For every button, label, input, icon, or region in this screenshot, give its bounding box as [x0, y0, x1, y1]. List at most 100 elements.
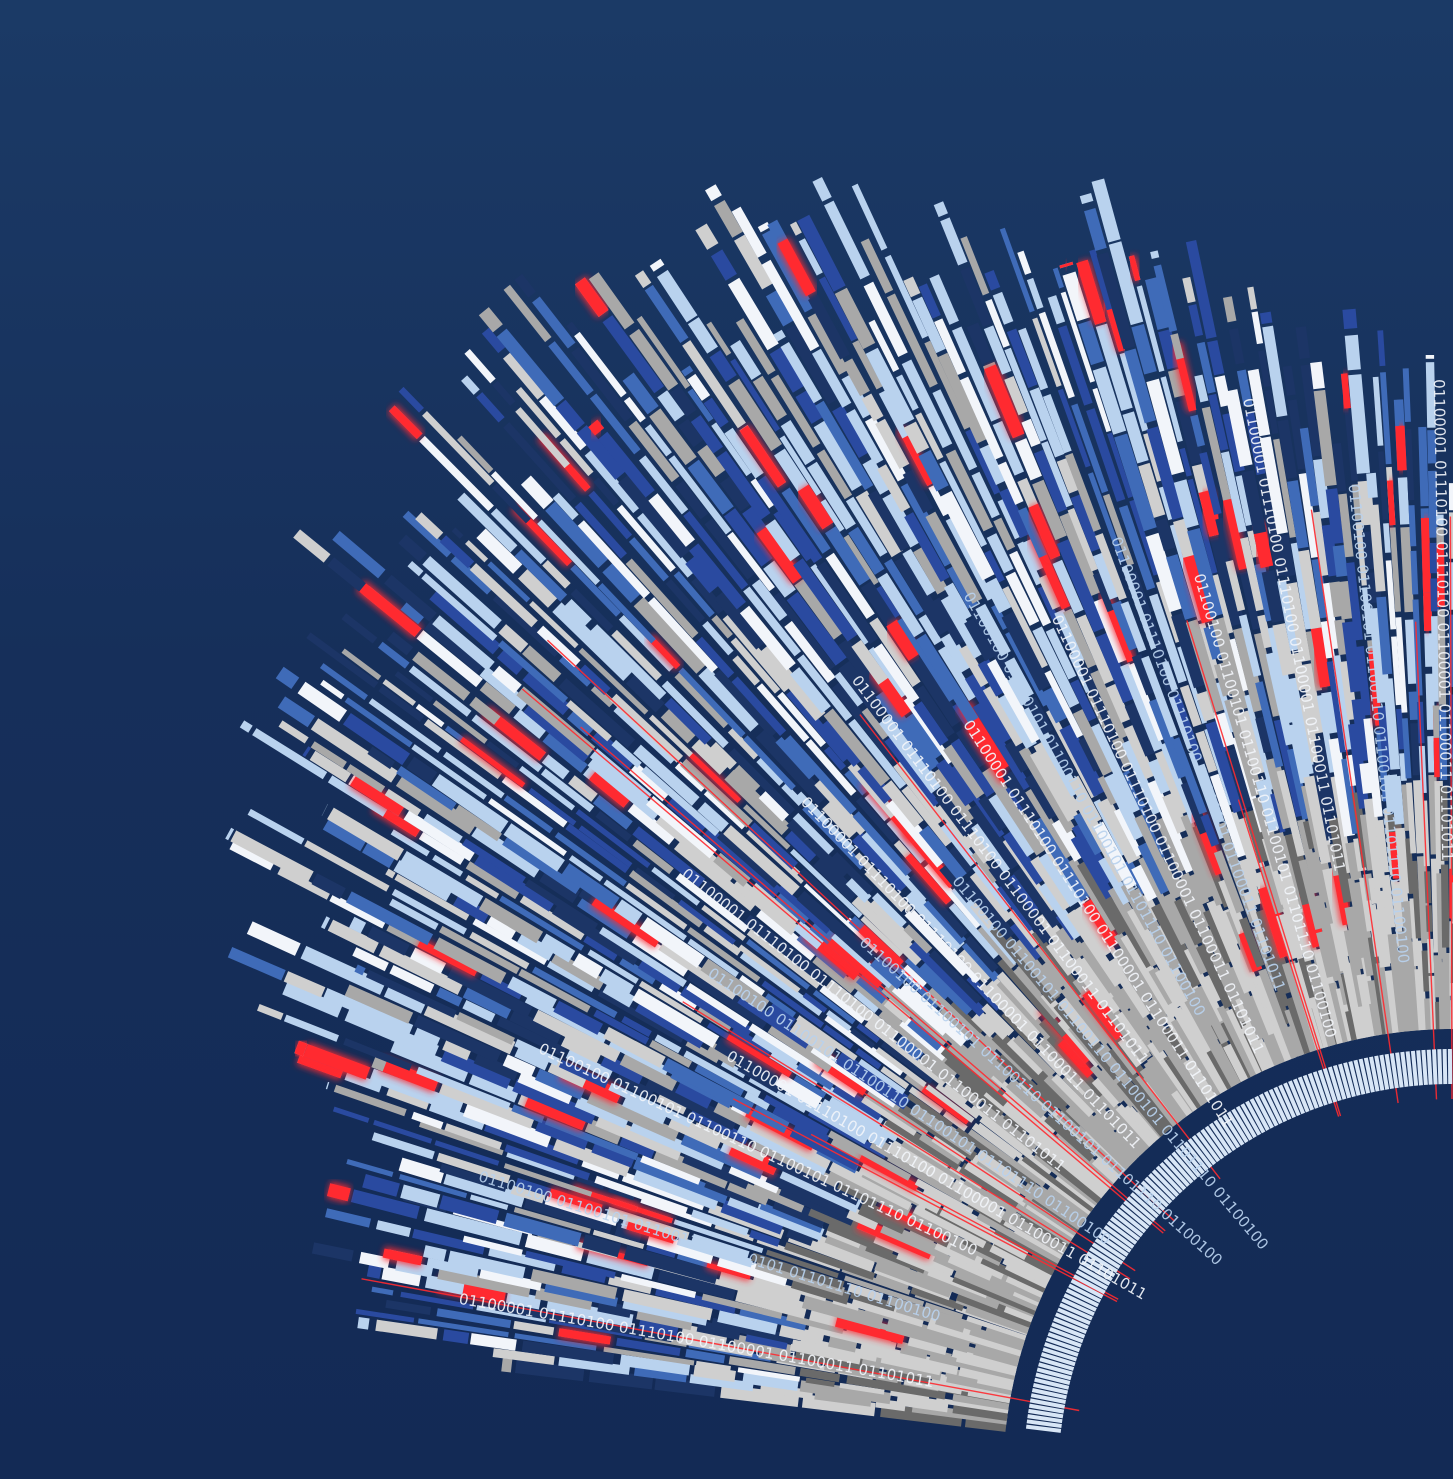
ring-tick	[1249, 1098, 1270, 1131]
bar-segment	[907, 1332, 949, 1356]
bar-segment	[1416, 940, 1428, 1031]
bar-segment	[885, 797, 948, 868]
bar-segment	[1038, 1032, 1113, 1112]
bar-segment	[1021, 418, 1041, 447]
bar-segment	[1265, 652, 1294, 746]
bar-segment	[1123, 724, 1156, 780]
bar-segment	[640, 1155, 701, 1185]
bar-segment	[1092, 572, 1115, 613]
bar-segment	[685, 1349, 726, 1364]
bar-segment	[395, 1259, 434, 1278]
bar-segment	[400, 1184, 441, 1208]
bar-segment	[1295, 326, 1310, 360]
bar-segment	[877, 572, 924, 638]
bar-segment	[757, 475, 823, 564]
bar-segment	[413, 1015, 502, 1063]
bar-segment	[867, 899, 915, 946]
bar-segment	[1275, 913, 1301, 961]
bar-segment	[831, 852, 874, 895]
bar-segment	[919, 1054, 984, 1108]
bar-segment	[935, 1316, 966, 1333]
bar-segment	[657, 1268, 737, 1301]
bar-segment	[851, 893, 925, 966]
red-segment	[1368, 650, 1383, 726]
bar-segment	[862, 1201, 950, 1248]
bar-segment	[825, 526, 871, 586]
bar-segment	[976, 1212, 1062, 1264]
bar-segment	[468, 1071, 520, 1103]
bar-segment	[756, 907, 818, 961]
bar-segment	[993, 517, 1016, 551]
red-streak	[1415, 621, 1438, 1100]
bar-segment	[1017, 1156, 1093, 1215]
bar-segment	[697, 444, 726, 478]
bar-segment	[982, 685, 1025, 747]
bar-segment	[711, 422, 752, 477]
bar-segment	[531, 966, 618, 1019]
bar-segment	[309, 750, 352, 783]
bar-segment	[818, 1098, 889, 1149]
bar-segment	[686, 983, 750, 1028]
bar-segment	[598, 968, 635, 998]
bar-segment	[1108, 899, 1155, 969]
bar-segment	[634, 867, 676, 900]
bar-segment	[574, 1096, 630, 1129]
bar-segment	[497, 640, 569, 704]
red-segment	[1181, 549, 1214, 624]
bar-segment	[786, 591, 847, 666]
bar-segment	[512, 1078, 597, 1125]
bar-segment	[793, 1075, 827, 1099]
bar-segment	[971, 1009, 999, 1038]
bar-segment	[1265, 955, 1290, 1008]
bar-segment	[960, 267, 993, 327]
bar-segment	[751, 1138, 839, 1188]
bar-segment	[1363, 798, 1387, 889]
bar-segment	[277, 696, 315, 728]
bar-segment	[863, 281, 908, 358]
ring-tick	[1038, 1362, 1073, 1376]
bar-segment	[412, 1228, 485, 1255]
bar-segment	[496, 648, 525, 675]
bar-segment	[775, 889, 813, 925]
bar-segment	[751, 1031, 801, 1068]
bar-segment	[1428, 470, 1438, 538]
bar-segment	[523, 1195, 614, 1234]
bar-segment	[282, 982, 343, 1018]
bar-segment	[1185, 619, 1225, 713]
red-segment	[460, 736, 526, 788]
bar-segment	[732, 1334, 793, 1358]
bar-segment	[622, 372, 659, 415]
bar-segment	[602, 563, 641, 603]
bar-segment	[390, 829, 430, 857]
bar-segment	[553, 1000, 604, 1035]
bar-segment	[887, 1140, 956, 1188]
bar-segment	[383, 984, 427, 1014]
bar-segment	[825, 552, 875, 620]
bar-segment	[492, 380, 516, 406]
bar-segment	[702, 826, 782, 898]
bar-segment	[1203, 908, 1235, 965]
bar-segment	[1385, 560, 1397, 630]
bar-segment	[1017, 541, 1043, 586]
bar-segment	[968, 605, 1016, 679]
bar-segment	[509, 1009, 563, 1044]
bar-segment	[1201, 406, 1232, 501]
bar-segment	[705, 184, 722, 202]
bar-segment	[900, 481, 955, 567]
bar-segment	[695, 223, 719, 250]
bar-segment	[400, 850, 484, 908]
bar-segment	[952, 1392, 1010, 1411]
bar-segment	[728, 1162, 781, 1194]
bar-segment	[687, 388, 714, 422]
bar-segment	[935, 758, 975, 807]
bar-segment	[371, 1055, 388, 1072]
red-segment	[706, 1262, 751, 1280]
bar-segment	[628, 762, 671, 802]
bar-segment	[724, 769, 791, 836]
bar-segment	[384, 788, 422, 816]
bar-segment	[1402, 368, 1411, 423]
bar-segment	[750, 478, 775, 509]
ring-tick	[1032, 1382, 1069, 1395]
bar-segment	[910, 656, 963, 727]
bar-segment	[1239, 917, 1265, 968]
